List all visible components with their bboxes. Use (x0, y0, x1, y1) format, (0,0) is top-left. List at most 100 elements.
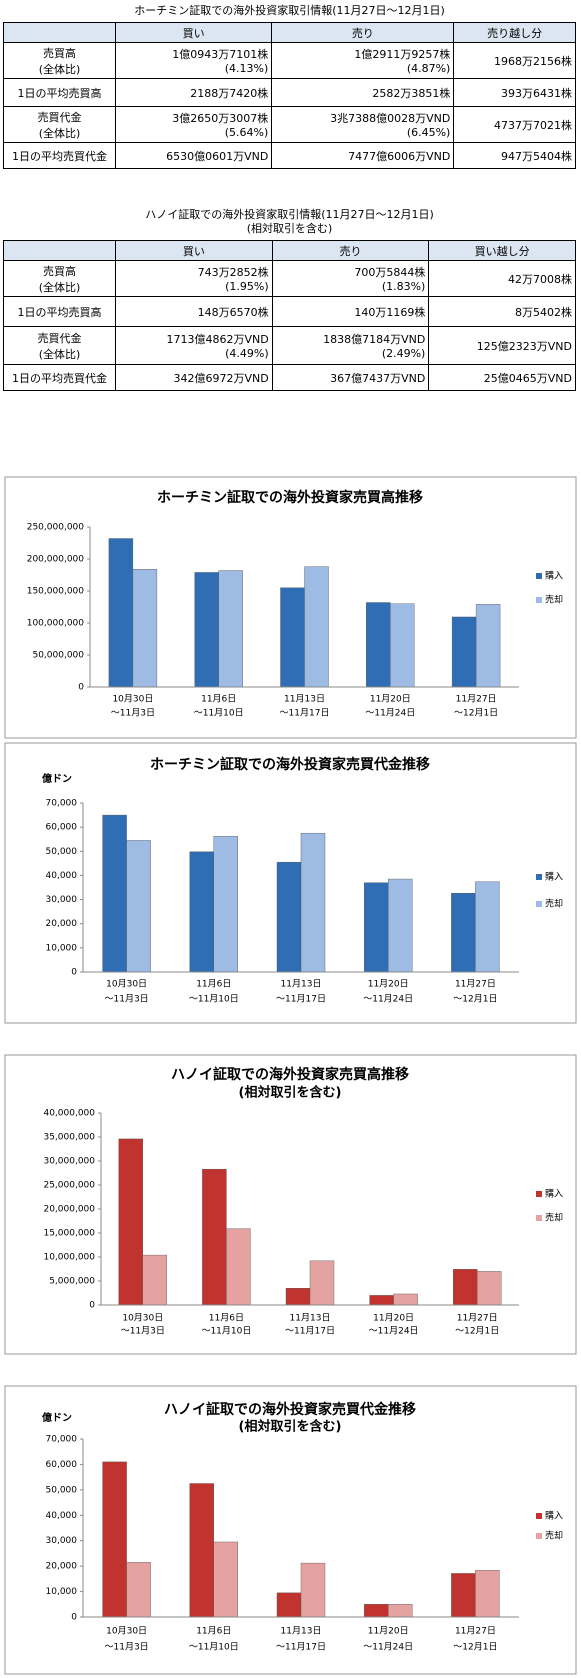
legend-label: 売却 (545, 1530, 563, 1542)
y-tick-label: 25,000,000 (43, 1181, 95, 1191)
y-tick-label: 0 (71, 968, 77, 978)
header-cell (3, 240, 116, 261)
chart-subtitle: (相対取引を含む) (239, 1419, 342, 1435)
x-tick-label: 11月20日 (368, 979, 409, 990)
y-tick-label: 200,000,000 (27, 555, 85, 565)
header-cell: 買い (114, 22, 273, 43)
header-row: 買い 売り 売り越し分 (3, 22, 576, 43)
bar (388, 878, 413, 973)
table-title: ハノイ証取での海外投資家取引情報(11月27日～12月1日) (145, 208, 434, 221)
x-tick-label: ～11月10日 (194, 708, 244, 719)
cell-text: 1838億7184万VND (323, 333, 426, 346)
cell-text: (6.45%) (406, 126, 451, 139)
y-tick-label: 0 (71, 1613, 77, 1623)
cell-text: (2.49%) (381, 347, 426, 360)
bar (453, 1269, 478, 1306)
bar (218, 570, 243, 688)
cell: 1日の平均売買高 (3, 296, 116, 327)
x-tick-label: ～11月10日 (189, 994, 239, 1005)
cell: 7477億6006万VND (271, 142, 455, 169)
chart-subtitle: (相対取引を含む) (239, 1085, 342, 1101)
row: 売買代金 (全体比) 1713億4862万VND (4.49%) 1838億7184万V… (3, 326, 576, 365)
header-cell (3, 22, 116, 43)
y-tick-label: 60,000 (46, 823, 78, 833)
cell-text: 947万5404株 (501, 149, 572, 163)
y-tick-label: 250,000,000 (27, 523, 85, 533)
x-tick-label: ～11月24日 (369, 1326, 419, 1337)
cell-text: (5.64%) (224, 126, 269, 139)
x-tick-label: ～11月10日 (201, 1326, 251, 1337)
bar (390, 603, 415, 688)
y-axis-label: 億ドン (42, 772, 72, 785)
y-tick-label: 35,000,000 (43, 1133, 95, 1143)
cell-text: 1日の平均売買高 (17, 305, 102, 319)
bar (213, 1541, 239, 1618)
cell-text: 1日の平均売買代金 (12, 371, 107, 385)
y-tick-label: 10,000 (46, 943, 78, 953)
cell-text: 367億7437万VND (330, 371, 426, 385)
cell-text: (全体比) (38, 347, 81, 361)
bar (309, 1260, 335, 1306)
table: 買い 売り 売り越し分 売買高 (全体比) 1億0943万7101株 (4.13%) 1億29… (3, 22, 576, 169)
cell: 1838億7184万VND (2.49%) (271, 326, 430, 365)
cell: 1億2911万9257株 (4.87%) (271, 42, 455, 79)
cell-text: (全体比) (38, 62, 81, 76)
cell: 700万5844株 (1.83%) (271, 260, 430, 297)
x-tick-label: 11月13日 (281, 1626, 322, 1637)
legend-label: 売却 (545, 1212, 563, 1224)
y-tick-label: 150,000,000 (27, 587, 85, 597)
x-tick-label: ～11月3日 (121, 1326, 165, 1337)
y-tick-label: 30,000,000 (43, 1157, 95, 1167)
bar (388, 1604, 413, 1618)
cell-text: 700万5844株 (354, 266, 426, 279)
chart-frame (4, 1385, 577, 1675)
bar (276, 1592, 302, 1618)
cell: 125億2323万VND (428, 326, 576, 365)
bar (475, 881, 500, 973)
cell: 947万5404株 (453, 142, 576, 169)
cell: 393万6431株 (453, 78, 576, 107)
x-tick-label: 11月27日 (457, 1313, 498, 1324)
y-tick-label: 50,000,000 (32, 651, 84, 661)
bar (364, 882, 389, 973)
row: 1日の平均売買代金 6530億0601万VND 7477億6006万VND 947万5… (3, 142, 576, 169)
cell: 42万7008株 (428, 260, 576, 297)
x-tick-label: ～11月3日 (111, 708, 155, 719)
y-tick-label: 70,000 (46, 799, 78, 809)
cell-text: 1日の平均売買代金 (12, 149, 107, 163)
cell: 売買代金 (全体比) (3, 106, 116, 143)
x-tick-label: ～11月24日 (363, 994, 413, 1005)
y-tick-label: 20,000 (46, 919, 78, 929)
y-tick-label: 20,000 (46, 1562, 78, 1572)
header-cell: 買い越し分 (428, 240, 576, 261)
bar (366, 602, 391, 688)
cell-text: 393万6431株 (501, 86, 572, 100)
cell: 1日の平均売買高 (3, 78, 116, 107)
cell: 6530億0601万VND (114, 142, 273, 169)
x-tick-label: 11月6日 (201, 694, 236, 705)
x-tick-label: ～12月1日 (455, 1326, 499, 1337)
y-tick-label: 10,000 (46, 1587, 78, 1597)
bar (189, 851, 215, 973)
table-title: (相対取引を含む) (246, 222, 333, 235)
cell-text: 1968万2156株 (494, 54, 572, 68)
header-cell: 買い (115, 240, 273, 261)
bar (102, 814, 127, 973)
bar (213, 836, 239, 973)
cell-text: 125億2323万VND (476, 339, 572, 353)
cell-text: 2188万7420株 (190, 86, 269, 100)
legend-swatch (536, 901, 542, 907)
header-cell: 売り越し分 (453, 22, 576, 43)
legend-label: 購入 (545, 871, 563, 883)
y-axis-label: 億ドン (42, 1411, 72, 1424)
x-tick-label: ～12月1日 (454, 708, 498, 719)
cell-text: 140万1169株 (354, 305, 426, 319)
y-tick-label: 0 (89, 1301, 95, 1311)
row: 売買代金 (全体比) 3億2650万3007株 (5.64%) 3兆7388億0028万… (3, 106, 576, 143)
x-tick-label: 11月27日 (456, 694, 497, 705)
y-tick-label: 50,000 (46, 847, 78, 857)
cell-text: 7477億6006万VND (348, 149, 451, 163)
legend-swatch (536, 1513, 542, 1519)
cell-text: 342億6972万VND (173, 371, 269, 385)
